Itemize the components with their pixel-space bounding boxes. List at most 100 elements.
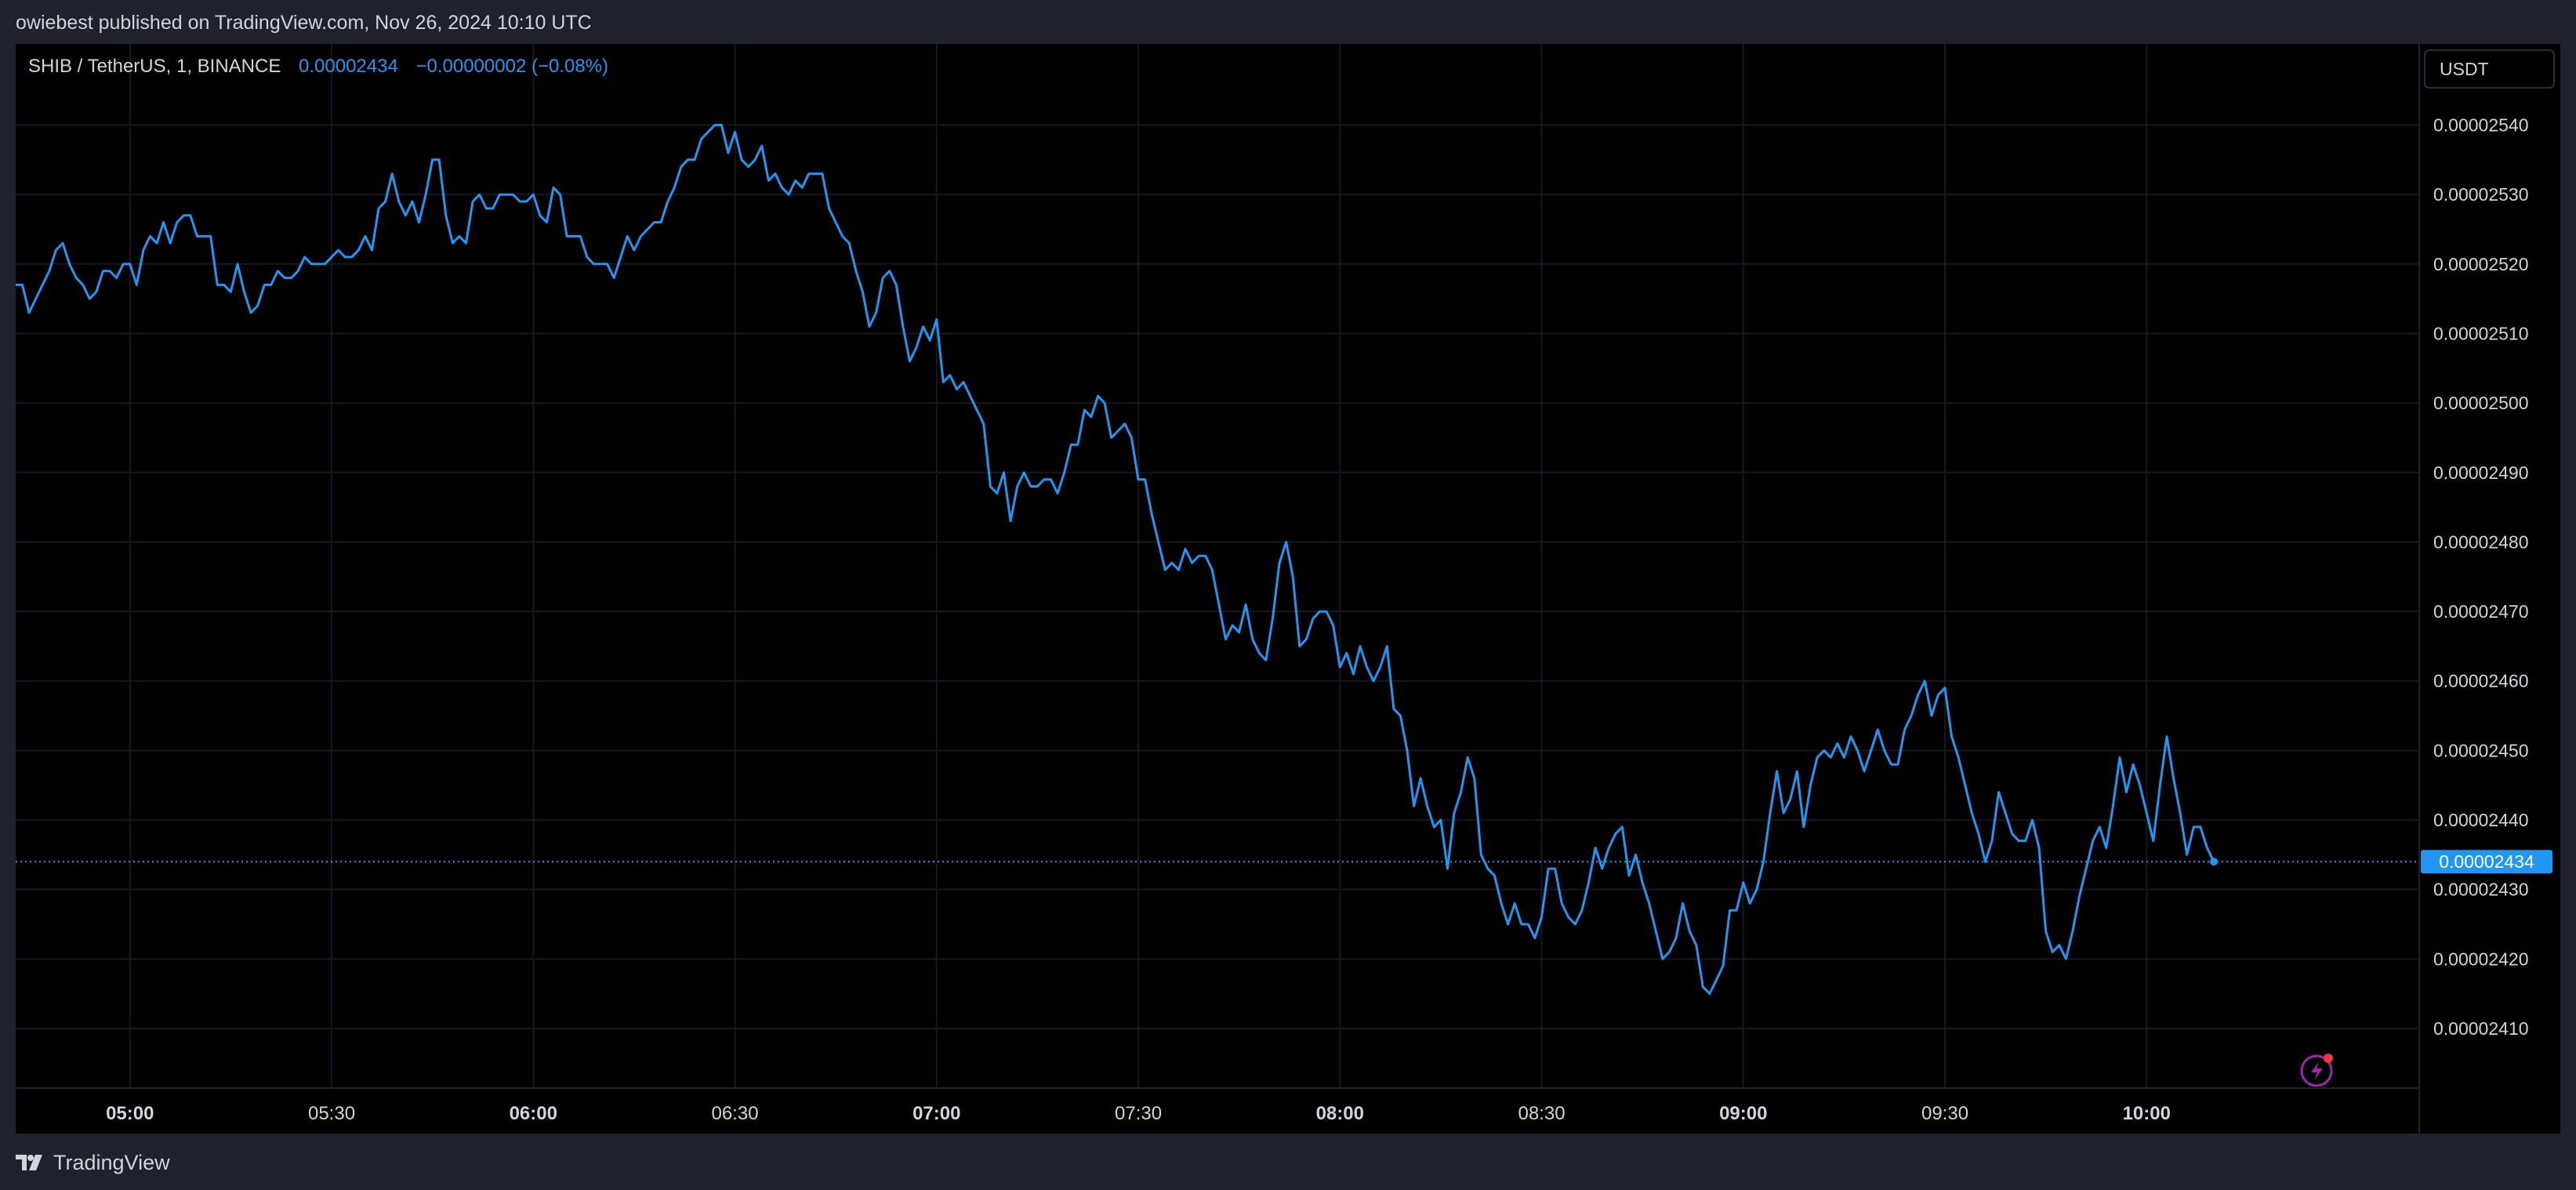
price-point [2092,840,2093,841]
price-point [2180,813,2181,814]
price-point [1044,479,1045,480]
price-point [392,173,393,174]
lightning-icon[interactable] [2300,1054,2333,1087]
y-tick-label: 0.00002500 [2433,393,2529,413]
x-tick-label: 10:00 [2123,1103,2171,1124]
price-point [1373,680,1374,681]
price-point [701,139,702,140]
price-point [1407,750,1408,751]
price-point [506,194,507,195]
price-point [1165,569,1166,570]
symbol-label[interactable]: SHIB / TetherUS, 1, BINANCE [28,56,281,77]
tradingview-logo-icon [16,1155,42,1170]
price-chart[interactable]: 0.00002410 0.00002420 0.00002430 0.00002440… [16,44,2560,1134]
price-point [492,208,493,209]
price-point [1750,903,1751,904]
price-point [1582,910,1583,911]
price-point [977,410,978,411]
price-point [553,187,554,188]
price-point [2207,847,2208,848]
price-point [869,326,870,327]
y-tick-label: 0.00002540 [2433,115,2529,136]
price-point [822,173,823,174]
price-point [150,236,151,237]
price-point [1225,639,1226,640]
price-point [1313,618,1314,619]
last-price-tag-label: 0.00002434 [2439,851,2534,872]
price-point [1904,729,1905,730]
price-point [1252,639,1253,640]
price-point [2133,764,2134,765]
price-point [916,347,917,348]
price-point [176,222,177,223]
price-point [1440,820,1441,821]
price-point [1460,792,1461,793]
price-point [1413,806,1414,807]
price-point [2032,820,2033,821]
price-point [1218,604,1219,605]
price-point [1541,917,1542,918]
price-point [815,173,816,174]
price-point [768,180,769,181]
price-point [520,201,521,202]
price-point [499,194,500,195]
price-point [2146,813,2147,814]
price-point [1682,903,1683,904]
bottom-bar: TradingView [0,1134,2576,1190]
price-point [1346,653,1347,654]
price-point [1783,813,1784,814]
price-point [620,256,621,257]
price-point [1171,563,1172,564]
currency-button[interactable]: USDT [2424,49,2555,89]
tradingview-logo[interactable]: TradingView [14,1151,170,1174]
price-point [956,389,957,390]
price-point [1595,847,1596,848]
last-price-dot [2210,858,2219,866]
price-value: 0.00002434 [299,56,398,77]
price-point [1265,660,1266,661]
price-point [1615,833,1616,834]
price-point [1629,875,1630,876]
price-point [1185,549,1186,550]
price-point [1588,882,1589,883]
price-point [204,236,205,237]
price-point [1003,472,1004,473]
chart-panel[interactable]: 0.00002410 0.00002420 0.00002430 0.00002440… [16,44,2560,1134]
y-tick-label: 0.00002440 [2433,810,2529,830]
price-point [1756,889,1757,890]
price-point [674,187,675,188]
price-point [654,222,655,223]
price-point [1434,826,1435,827]
price-point [439,159,440,160]
price-point [2167,736,2168,737]
price-point [680,166,681,167]
price-point [943,382,944,383]
price-point [445,215,446,216]
price-point [567,236,568,237]
last-price-tag: 0.00002434 [2421,850,2552,874]
time-axis[interactable]: 05:00 05:30 06:00 06:30 07:00 07:30 08:00 08:30… [106,1103,2171,1124]
price-point [600,263,601,264]
price-point [1124,423,1125,424]
price-point [2079,896,2080,897]
price-point [1212,569,1213,570]
price-point [1050,479,1051,480]
price-point [1729,910,1730,911]
y-tick-label: 0.00002480 [2433,532,2529,552]
chart-legend[interactable]: SHIB / TetherUS, 1, BINANCE 0.00002434 −… [28,56,608,77]
price-point [539,215,540,216]
x-tick-label: 07:30 [1115,1103,1162,1124]
price-point [1844,757,1845,758]
price-point [304,256,305,257]
price-axis[interactable]: 0.00002410 0.00002420 0.00002430 0.00002440… [2433,115,2529,1039]
price-point [1951,736,1952,737]
y-tick-label: 0.00002460 [2433,671,2529,691]
price-point [1064,472,1065,473]
price-point [1380,667,1381,668]
x-tick-label: 05:30 [308,1103,355,1124]
price-point [29,312,30,313]
price-point [842,236,843,237]
price-point [1891,764,1892,765]
price-point [1279,563,1280,564]
price-point [2099,826,2100,827]
